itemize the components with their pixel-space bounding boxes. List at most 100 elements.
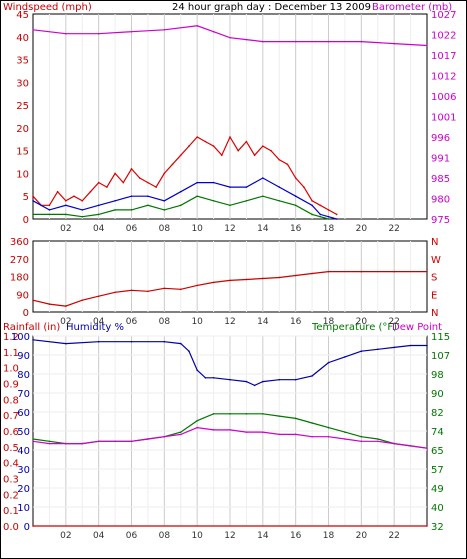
windspeed-series-point — [204, 140, 207, 143]
barometer-series-point — [262, 40, 264, 43]
rain-tick-label: 0.1 — [3, 506, 19, 517]
humidity-tick-label: 50 — [17, 427, 30, 438]
y-tick-label-left-2: 0 — [23, 308, 29, 319]
humidity-series-point — [179, 342, 182, 345]
y-tick-label-right-3: 65 — [431, 446, 444, 457]
wind-direction-series-point — [426, 270, 428, 273]
temperature-axis-title: Temperature (°F) — [311, 322, 397, 333]
temperature-series-point — [48, 440, 51, 443]
x-tick-label: 18 — [323, 317, 335, 327]
dewpoint-series-point — [65, 442, 67, 445]
low-wind-series-point — [229, 204, 231, 207]
barometer-series-point — [65, 32, 67, 35]
rainfall-series-point — [32, 525, 34, 527]
wind-direction-series-point — [179, 288, 182, 291]
windspeed-series-point — [155, 186, 157, 188]
y-tick-label-right-1: 996 — [431, 133, 450, 144]
average-wind-series-point — [97, 204, 100, 207]
low-wind-series-point — [130, 209, 133, 211]
humidity-series-point — [393, 346, 395, 349]
barometer-series-point — [294, 40, 297, 43]
temperature-series-point — [311, 422, 313, 424]
average-wind-series-point — [319, 213, 322, 216]
x-tick-label: 06 — [126, 531, 138, 541]
dewpoint-series-point — [262, 431, 264, 433]
dewpoint-series-point — [48, 442, 51, 445]
low-wind-series-point — [262, 195, 264, 198]
humidity-series-point — [32, 339, 34, 341]
average-wind-series-point — [311, 204, 313, 207]
x-tick-label: 10 — [191, 224, 203, 234]
average-wind-series-point — [212, 181, 215, 184]
windspeed-series-point — [130, 168, 133, 170]
y-tick-label-left-2: 180 — [10, 273, 29, 284]
wind-direction-series-point — [262, 277, 264, 280]
dewpoint-series-point — [409, 445, 412, 447]
dewpoint-series-point — [245, 431, 248, 433]
x-tick-label: 22 — [388, 531, 399, 541]
y-tick-label-left-1: 15 — [16, 147, 29, 158]
dewpoint-series-point — [179, 433, 182, 436]
x-tick-label: 14 — [257, 224, 269, 234]
temperature-series-point — [294, 417, 297, 420]
windspeed-series-point — [56, 190, 59, 193]
wind-direction-series — [32, 271, 427, 307]
barometer-series-point — [327, 40, 330, 43]
rain-tick-label: 0.8 — [3, 395, 19, 406]
y-tick-label-right-3: 74 — [431, 427, 444, 438]
low-wind-series-point — [97, 213, 100, 216]
humidity-series-point — [327, 361, 330, 364]
windspeed-series-point — [179, 154, 182, 157]
humidity-series-point — [65, 342, 67, 345]
windspeed-series-point — [32, 195, 34, 198]
temperature-series-point — [278, 415, 281, 417]
y-tick-label-left-1: 25 — [16, 101, 29, 112]
x-tick-label: 16 — [290, 224, 302, 234]
temperature-series-point — [360, 435, 363, 438]
low-wind-series-point — [294, 204, 297, 207]
windspeed-series-point — [188, 145, 190, 147]
windspeed-series-point — [138, 177, 141, 179]
wind-direction-series-point — [81, 299, 84, 301]
low-wind-series-point — [163, 209, 166, 211]
barometer-series-point — [130, 30, 133, 33]
y-tick-label-left-1: 20 — [16, 124, 29, 135]
barometer-axis-title: Barometer (mb) — [372, 2, 452, 13]
x-tick-label: 06 — [126, 224, 138, 234]
dewpoint-series-point — [196, 426, 198, 429]
humidity-series-point — [212, 377, 215, 379]
temperature-series-point — [327, 426, 330, 429]
humidity-series-point — [262, 380, 264, 383]
low-wind-series-point — [278, 199, 281, 202]
y-tick-label-right-1: 975 — [431, 215, 450, 226]
x-tick-label: 04 — [93, 531, 105, 541]
windspeed-series-point — [73, 195, 75, 198]
wind-direction-series-point — [97, 295, 100, 298]
rain-tick-label: 0.5 — [3, 443, 19, 454]
humidity-tick-label: 70 — [17, 389, 30, 400]
y-tick-label-right-2: E — [431, 290, 437, 301]
x-tick-label: 18 — [323, 224, 335, 234]
barometer-series-point — [212, 30, 215, 33]
humidity-tick-label: 100 — [11, 332, 30, 343]
x-tick-label: 08 — [159, 317, 171, 327]
dewpoint-series-point — [294, 433, 297, 436]
humidity-series-point — [409, 344, 412, 347]
average-wind-series-point — [65, 204, 67, 207]
wind-direction-series-point — [212, 281, 215, 284]
humidity-series-point — [344, 356, 346, 358]
average-wind-series-point — [245, 186, 248, 188]
barometer-series-point — [229, 36, 231, 39]
dewpoint-axis-title: Dew Point — [392, 322, 442, 333]
low-wind-series-point — [212, 199, 215, 202]
y-tick-label-left-1: 0 — [23, 215, 29, 226]
x-tick-label: 12 — [224, 531, 235, 541]
dewpoint-series-point — [376, 440, 379, 443]
windspeed-series-point — [65, 199, 67, 202]
average-wind-series-point — [32, 199, 34, 202]
low-wind-series-point — [311, 213, 313, 216]
y-tick-label-right-1: 1006 — [431, 92, 456, 103]
humidity-series-point — [311, 375, 313, 377]
windspeed-series-point — [270, 149, 272, 152]
windspeed-series-point — [229, 136, 231, 138]
